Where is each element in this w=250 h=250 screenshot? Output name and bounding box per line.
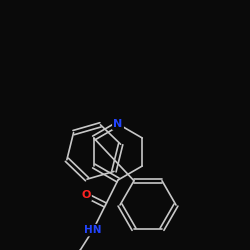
Text: O: O: [81, 190, 90, 200]
Text: HN: HN: [84, 225, 102, 235]
Text: N: N: [114, 119, 122, 129]
